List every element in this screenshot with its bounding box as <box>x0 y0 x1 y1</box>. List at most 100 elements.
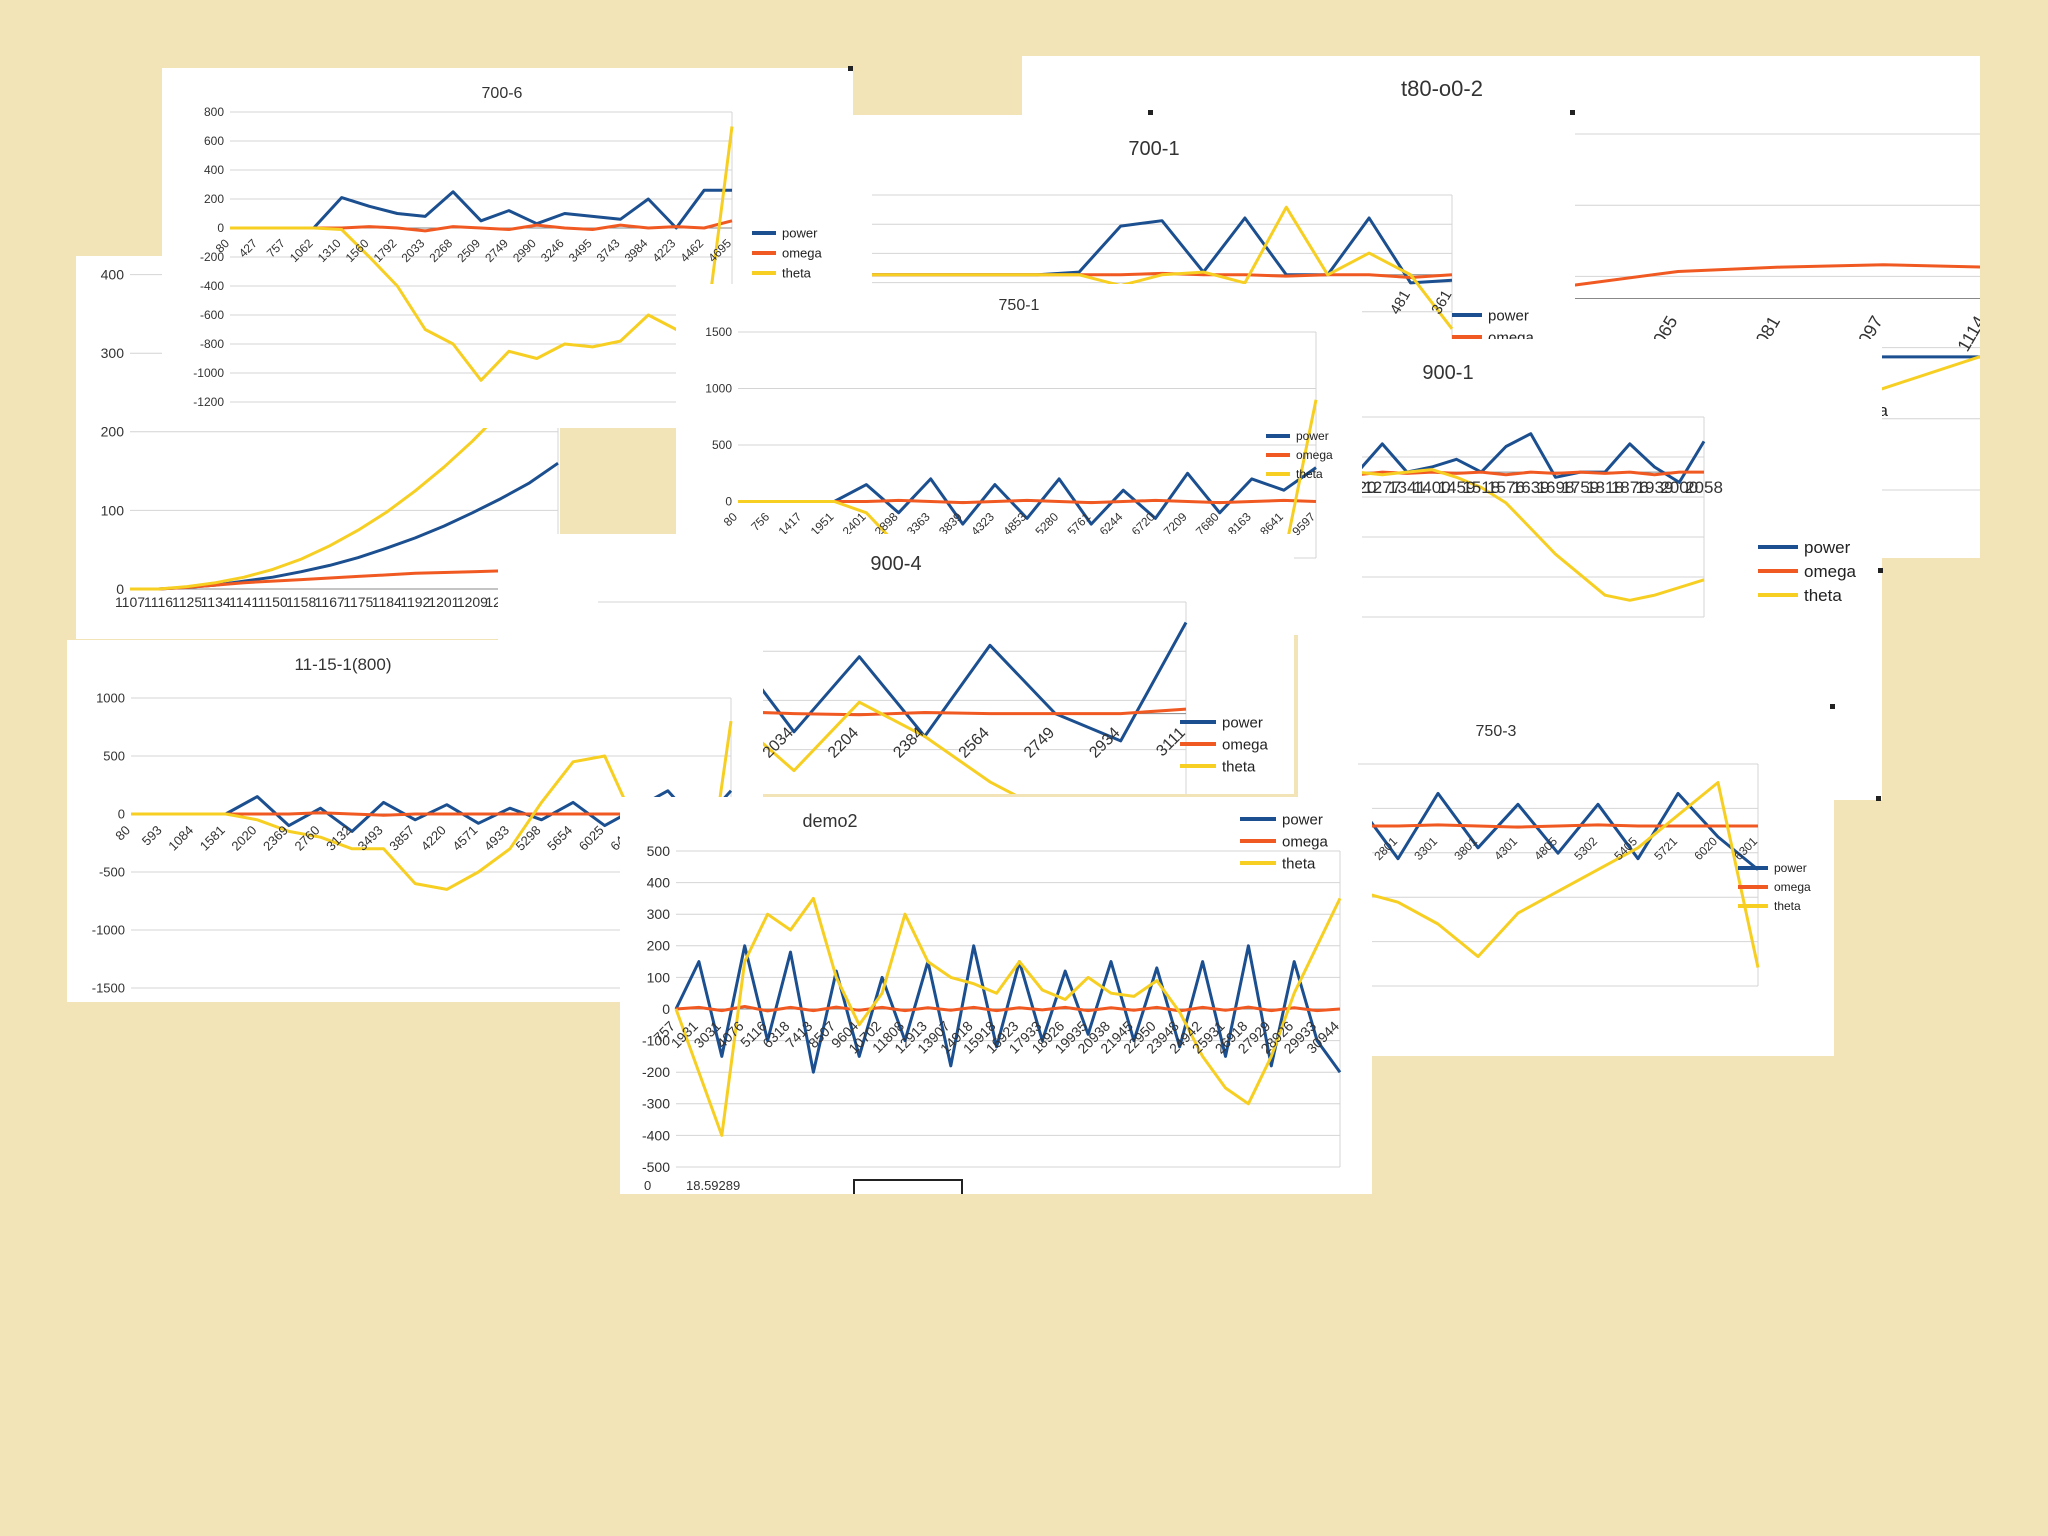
x-tick-label: 1084 <box>165 823 196 854</box>
x-tick-label: 2268 <box>426 236 455 265</box>
x-tick-label: 5721 <box>1651 834 1680 863</box>
footer-value: 18.59289 <box>686 1178 740 1193</box>
y-tick-label: -500 <box>99 865 125 880</box>
chart-title: 700-1 <box>1128 138 1179 160</box>
x-tick-label: 5298 <box>513 823 544 854</box>
x-tick-label: 1939 <box>1636 478 1674 497</box>
legend-label-omega: omega <box>1804 562 1857 581</box>
x-tick-label: 1141 <box>229 594 259 610</box>
legend-label-omega: omega <box>1282 833 1329 850</box>
y-tick-label: 500 <box>647 843 671 859</box>
chart-title: 700-6 <box>482 85 523 102</box>
x-tick-label: 1134 <box>201 594 231 610</box>
selection-handle[interactable] <box>1570 110 1575 115</box>
y-tick-label: 400 <box>647 875 671 891</box>
y-tick-label: -100 <box>642 1033 670 1049</box>
chart-svg: demo2 500 400 300 200 100 0 -100 -200 -300 -400 -50… <box>642 811 1342 1194</box>
legend-label-omega: omega <box>1296 448 1333 462</box>
series-line-omega <box>675 1005 1341 1013</box>
y-tick-label: 1500 <box>705 325 732 339</box>
chart-svg: 700-6 800 600 400 200 0 -200 -400 -600 -800 -1000 -… <box>193 85 823 409</box>
x-tick-label: 2204 <box>825 724 862 761</box>
legend-label-power: power <box>782 226 818 241</box>
series-line-power <box>230 188 732 230</box>
x-tick-label: 1310 <box>315 236 344 265</box>
x-tick-label: 2000 <box>1660 478 1698 497</box>
x-tick-label: 593 <box>139 823 165 849</box>
x-tick-label: 3495 <box>566 236 595 265</box>
y-tick-label: 100 <box>647 969 671 985</box>
chart-svg: 900-115512201277134114001459151815761639… <box>1307 362 1857 618</box>
chart-title: 750-3 <box>1476 723 1517 740</box>
x-tick-label: 2509 <box>454 236 483 265</box>
legend-label-theta: theta <box>1282 855 1316 872</box>
series-line-theta <box>872 205 1454 330</box>
x-tick-label: 1576 <box>1487 478 1525 497</box>
x-tick-label: 4301 <box>1491 834 1520 863</box>
y-tick-label: 400 <box>204 163 224 177</box>
y-tick-label: 0 <box>662 1001 670 1017</box>
selection-handle[interactable] <box>1878 568 1883 573</box>
chart-panel-750-3: 750-324012801330138014301480553025405572… <box>1302 706 1834 1056</box>
x-tick-label: 2369 <box>260 823 291 854</box>
selection-handle[interactable] <box>848 66 853 71</box>
x-tick-label: 1114 <box>1953 313 1980 355</box>
x-tick-label: 1150 <box>258 594 288 610</box>
series-line-omega <box>130 568 558 591</box>
x-tick-label: 1818 <box>1586 478 1624 497</box>
series-line-power <box>674 944 1342 1074</box>
x-tick-label: 1698 <box>1537 478 1575 497</box>
x-tick-label: 481 <box>1387 287 1414 317</box>
chart-title: 11-15-1(800) <box>294 655 391 674</box>
legend-label-theta: theta <box>1774 899 1801 913</box>
x-tick-label: 80 <box>112 823 133 844</box>
y-tick-label: 1000 <box>705 382 732 396</box>
x-tick-label: 4571 <box>449 823 480 854</box>
x-tick-label: 1400 <box>1413 478 1451 497</box>
legend-label-omega: omega <box>782 246 823 261</box>
selection-handle[interactable] <box>1148 110 1153 115</box>
selection-handle[interactable] <box>1830 704 1835 709</box>
y-tick-label: -1000 <box>193 366 224 380</box>
x-tick-label: 6020 <box>1691 834 1720 863</box>
chart-title: demo2 <box>802 811 857 831</box>
series-line-theta <box>674 896 1342 1137</box>
x-tick-label: 1876 <box>1611 478 1649 497</box>
x-tick-label: 3246 <box>538 236 567 265</box>
y-tick-label: -1200 <box>193 395 224 409</box>
y-tick-label: -500 <box>642 1159 670 1175</box>
legend-label-omega: omega <box>1774 880 1811 894</box>
legend-label-theta: theta <box>1296 467 1323 481</box>
y-tick-label: 500 <box>712 438 732 452</box>
chart-title: 750-1 <box>999 297 1040 314</box>
chart-title: 900-1 <box>1422 362 1473 384</box>
series-line-theta <box>230 126 734 382</box>
x-tick-label: 1341 <box>1388 478 1426 497</box>
legend-label-power: power <box>1282 811 1323 828</box>
selection-box[interactable] <box>853 1179 963 1194</box>
chart-title: 900-4 <box>870 553 921 575</box>
legend-label-power: power <box>1774 861 1807 875</box>
x-tick-label: 1518 <box>1462 478 1500 497</box>
x-tick-label: 3801 <box>1451 834 1480 863</box>
legend-label-power: power <box>1804 538 1851 557</box>
x-tick-label: 1201 <box>428 594 459 610</box>
y-tick-label: 200 <box>204 192 224 206</box>
selection-handle[interactable] <box>1876 796 1881 801</box>
series-line-theta <box>1357 781 1760 968</box>
x-tick-label: 1209 <box>457 594 488 610</box>
series-line-power <box>1356 791 1759 871</box>
x-tick-label: 1184 <box>372 594 402 610</box>
x-tick-label: 3984 <box>622 236 651 265</box>
x-tick-label: 80 <box>721 509 741 529</box>
x-tick-label: 5302 <box>1571 834 1600 863</box>
y-tick-label: 200 <box>101 424 125 440</box>
x-tick-label: 2020 <box>228 823 259 854</box>
x-tick-label: 2058 <box>1685 478 1723 497</box>
legend-label-omega: omega <box>1222 736 1269 753</box>
x-tick-label: 4223 <box>650 236 679 265</box>
x-tick-label: 756 <box>748 509 772 533</box>
y-tick-label: -600 <box>200 308 224 322</box>
x-tick-label: 3301 <box>1411 834 1440 863</box>
series-line-omega <box>1358 823 1758 829</box>
